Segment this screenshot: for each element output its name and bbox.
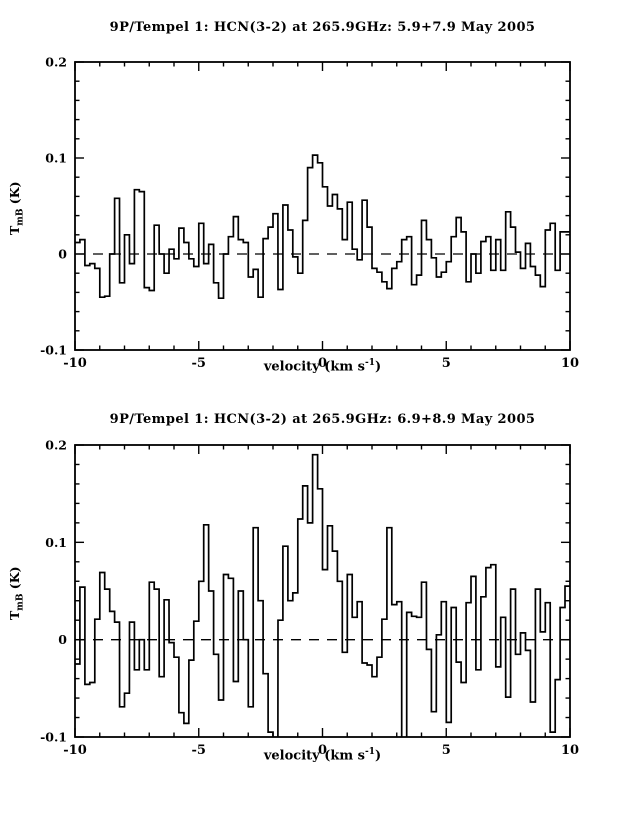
plot-title-top: 9P/Tempel 1: HCN(3-2) at 265.9GHz: 5.9+7…: [109, 20, 536, 35]
plot-title-bottom: 9P/Tempel 1: HCN(3-2) at 265.9GHz: 6.9+8…: [109, 412, 536, 427]
y-tick-label: 0: [58, 247, 67, 262]
x-tick-label: 0: [318, 356, 327, 371]
y-tick-label: 0: [58, 632, 67, 647]
spectrum-panel-top: [74, 61, 571, 351]
x-tick-label: -10: [63, 743, 87, 758]
x-tick-label: 5: [442, 743, 451, 758]
x-tick-label: 10: [561, 356, 579, 371]
y-tick-label: 0.1: [45, 535, 67, 550]
x-axis-label-top: velocity (km s-1): [263, 358, 382, 375]
spectrum-panel-bottom: [74, 444, 571, 738]
y-tick-label: 0.1: [45, 151, 67, 166]
x-tick-label: -10: [63, 356, 87, 371]
x-tick-label: 0: [318, 743, 327, 758]
y-tick-label: 0.2: [45, 55, 67, 70]
x-tick-label: -5: [192, 356, 206, 371]
plot-box: [74, 61, 571, 351]
y-tick-label: -0.1: [40, 730, 67, 745]
spectrum-trace: [75, 453, 570, 737]
x-axis-label-bottom: velocity (km s-1): [263, 747, 382, 764]
x-tick-label: 5: [442, 356, 451, 371]
spectrum-trace: [75, 154, 570, 300]
x-tick-label: -5: [192, 743, 206, 758]
y-tick-label: 0.2: [45, 438, 67, 453]
x-tick-label: 10: [561, 743, 579, 758]
y-tick-label: -0.1: [40, 343, 67, 358]
